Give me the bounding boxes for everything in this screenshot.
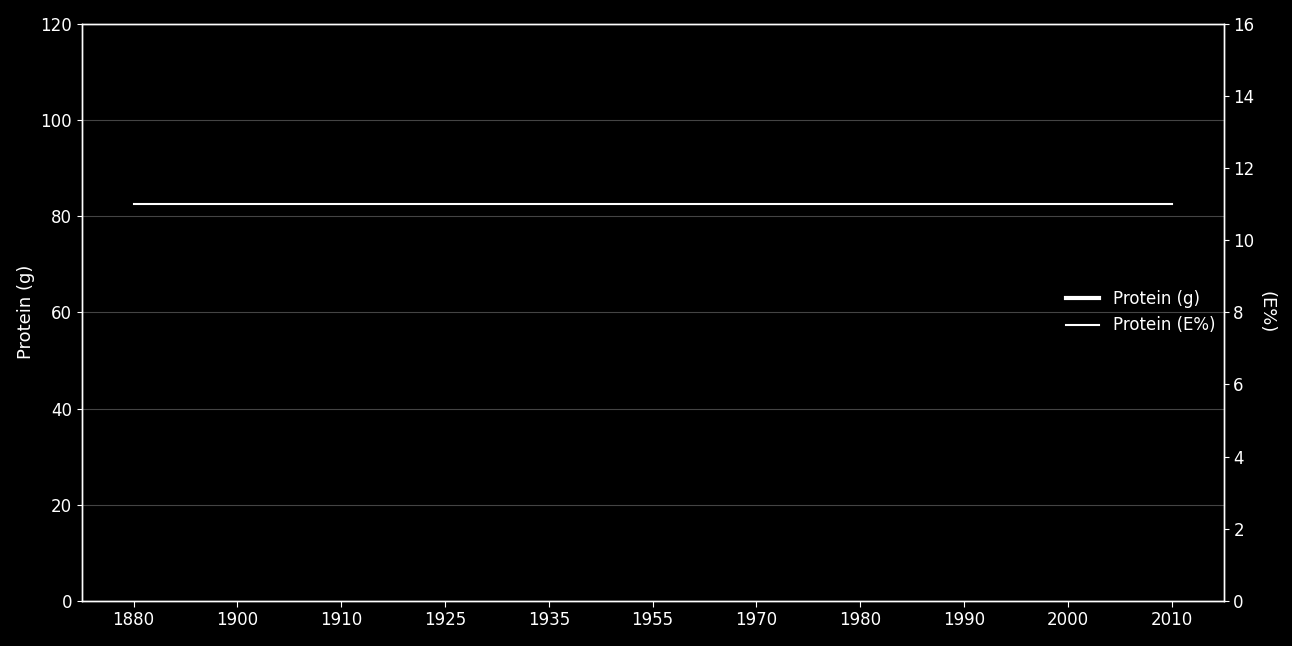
- Protein (E%): [1059, 200, 1075, 208]
- Protein (E%): [645, 200, 660, 208]
- Legend: Protein (g), Protein (E%): Protein (g), Protein (E%): [1066, 290, 1216, 335]
- Y-axis label: Protein (g): Protein (g): [17, 265, 35, 359]
- Y-axis label: (E%): (E%): [1257, 291, 1275, 333]
- Protein (E%): [853, 200, 868, 208]
- Protein (E%): [541, 200, 557, 208]
- Protein (E%): [748, 200, 764, 208]
- Protein (E%): [125, 200, 141, 208]
- Protein (E%): [956, 200, 972, 208]
- Protein (E%): [437, 200, 452, 208]
- Protein (E%): [230, 200, 245, 208]
- Protein (E%): [1164, 200, 1180, 208]
- Protein (E%): [333, 200, 349, 208]
